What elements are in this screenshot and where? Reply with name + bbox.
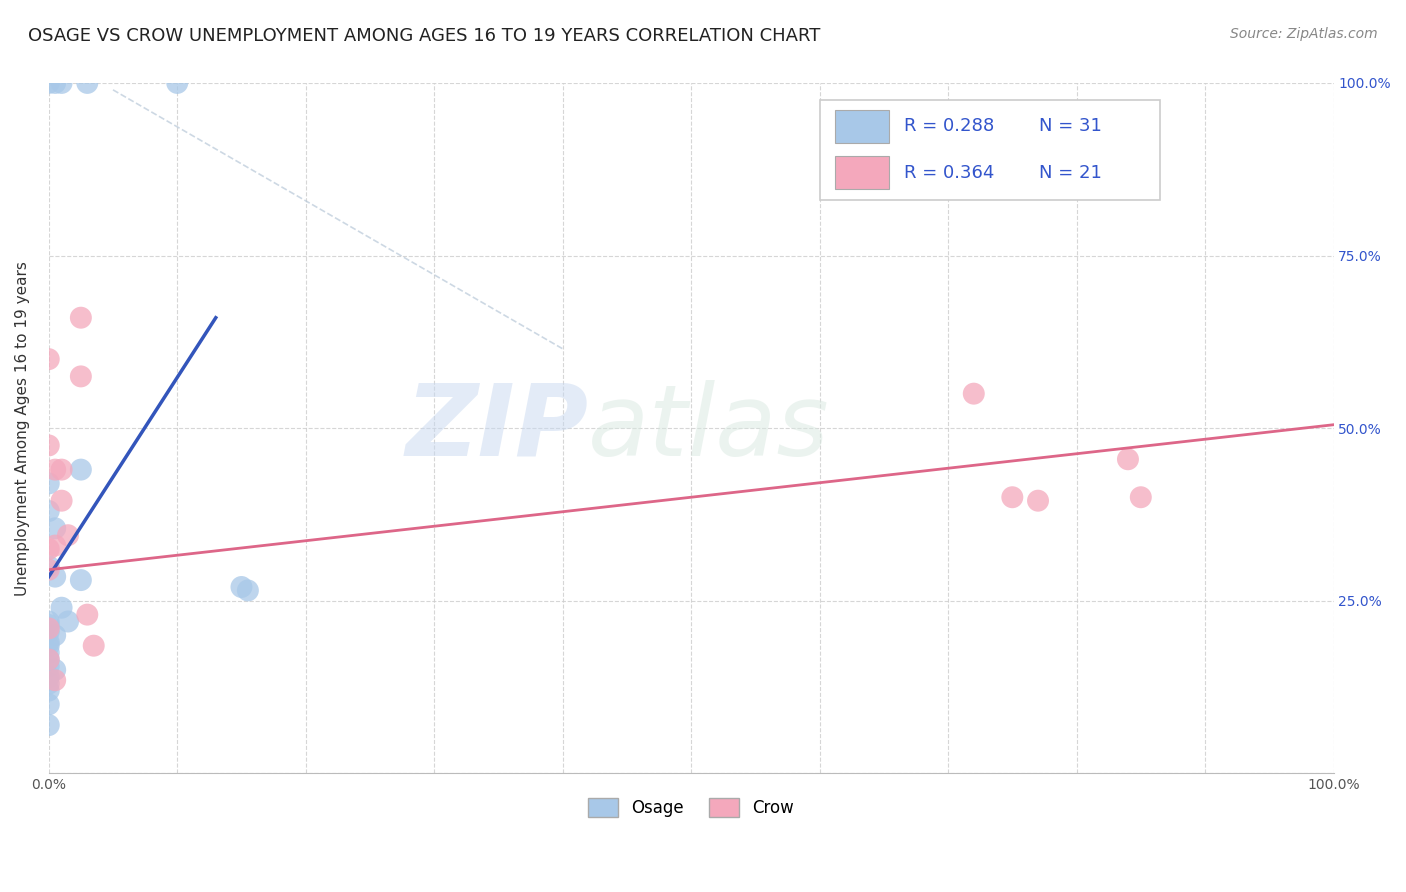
Point xyxy=(70,310,93,325)
Point xyxy=(38,352,60,367)
Point xyxy=(38,718,60,732)
Point xyxy=(38,635,60,649)
Point xyxy=(56,615,79,629)
Point xyxy=(38,676,60,690)
FancyBboxPatch shape xyxy=(820,100,1160,201)
Text: N = 31: N = 31 xyxy=(1039,118,1102,136)
Point xyxy=(38,615,60,629)
Text: R = 0.288: R = 0.288 xyxy=(904,118,994,136)
Text: Source: ZipAtlas.com: Source: ZipAtlas.com xyxy=(1230,27,1378,41)
Point xyxy=(38,646,60,660)
Point xyxy=(38,624,60,639)
Point xyxy=(38,559,60,574)
Point xyxy=(38,541,60,556)
Text: ZIP: ZIP xyxy=(405,380,588,476)
Point xyxy=(44,539,66,553)
Point xyxy=(44,76,66,90)
Point xyxy=(51,76,73,90)
Point xyxy=(1116,452,1139,467)
Point xyxy=(44,462,66,476)
Point xyxy=(38,76,60,90)
Point xyxy=(38,639,60,653)
Point xyxy=(1129,490,1152,504)
Point xyxy=(1026,493,1049,508)
Point xyxy=(38,659,60,673)
Point xyxy=(38,618,60,632)
Point xyxy=(51,600,73,615)
Point xyxy=(38,652,60,666)
Point xyxy=(76,76,98,90)
Point xyxy=(44,673,66,688)
Point xyxy=(38,683,60,698)
Point xyxy=(70,462,93,476)
FancyBboxPatch shape xyxy=(835,156,889,189)
FancyBboxPatch shape xyxy=(835,110,889,143)
Text: OSAGE VS CROW UNEMPLOYMENT AMONG AGES 16 TO 19 YEARS CORRELATION CHART: OSAGE VS CROW UNEMPLOYMENT AMONG AGES 16… xyxy=(28,27,821,45)
Point xyxy=(1001,490,1024,504)
Point xyxy=(231,580,253,594)
Point xyxy=(76,607,98,622)
Point xyxy=(56,528,79,542)
Point xyxy=(51,493,73,508)
Text: R = 0.364: R = 0.364 xyxy=(904,164,995,182)
Point xyxy=(44,569,66,583)
Point xyxy=(166,76,188,90)
Point xyxy=(70,369,93,384)
Point xyxy=(38,476,60,491)
Point xyxy=(51,462,73,476)
Point xyxy=(38,504,60,518)
Point xyxy=(44,628,66,642)
Point xyxy=(236,583,259,598)
Point xyxy=(38,438,60,452)
Point xyxy=(44,663,66,677)
Point xyxy=(38,563,60,577)
Legend: Osage, Crow: Osage, Crow xyxy=(582,792,801,824)
Text: N = 21: N = 21 xyxy=(1039,164,1102,182)
Point xyxy=(44,521,66,535)
Point xyxy=(83,639,105,653)
Point xyxy=(38,670,60,684)
Point xyxy=(38,652,60,666)
Point xyxy=(38,698,60,712)
Text: atlas: atlas xyxy=(588,380,830,476)
Point xyxy=(38,622,60,636)
Point xyxy=(963,386,986,401)
Point xyxy=(70,573,93,587)
Y-axis label: Unemployment Among Ages 16 to 19 years: Unemployment Among Ages 16 to 19 years xyxy=(15,260,30,596)
